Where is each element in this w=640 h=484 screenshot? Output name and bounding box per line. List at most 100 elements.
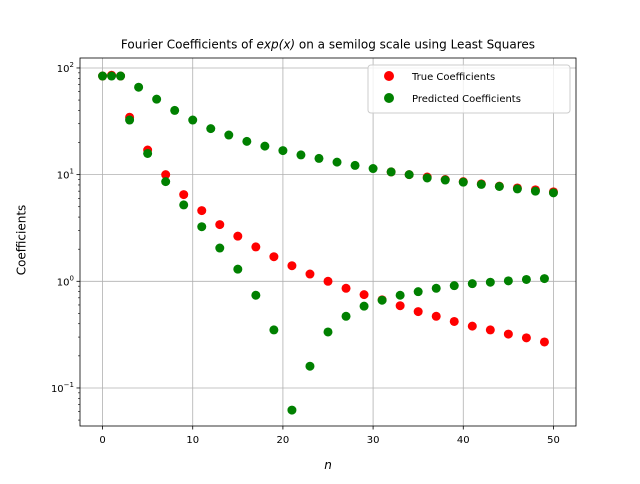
predicted-coefficient-point xyxy=(377,295,387,305)
legend-label-predicted: Predicted Coefficients xyxy=(412,94,521,105)
true-coefficient-point xyxy=(233,231,243,241)
plot-frame xyxy=(79,57,577,427)
true-coefficient-point xyxy=(269,252,279,262)
y-axis-label: Coefficients xyxy=(15,205,29,276)
predicted-coefficient-point xyxy=(170,105,180,115)
true-coefficient-point xyxy=(359,290,369,300)
predicted-coefficient-point xyxy=(548,188,558,198)
predicted-coefficient-point xyxy=(512,184,522,194)
predicted-coefficient-point xyxy=(341,311,351,321)
predicted-coefficient-point xyxy=(494,181,504,191)
predicted-coefficient-point xyxy=(386,167,396,177)
predicted-coefficient-point xyxy=(458,177,468,187)
predicted-coefficient-point xyxy=(350,160,360,170)
chart-title: Fourier Coefficients of exp(x) on a semi… xyxy=(121,38,535,52)
predicted-coefficient-point xyxy=(296,150,306,160)
axes-layer xyxy=(79,57,577,427)
chart-title-prefix: Fourier Coefficients of xyxy=(121,38,257,52)
predicted-coefficient-point xyxy=(224,130,234,140)
predicted-coefficient-point xyxy=(431,283,441,293)
predicted-coefficient-point xyxy=(413,287,423,297)
legend-label-true: True Coefficients xyxy=(411,72,495,83)
predicted-coefficient-point xyxy=(440,175,450,185)
predicted-coefficient-point xyxy=(368,164,378,174)
true-coefficient-point xyxy=(305,269,315,279)
x-tick-label: 10 xyxy=(186,435,199,446)
true-coefficient-point xyxy=(467,321,477,331)
true-coefficient-point xyxy=(251,242,261,252)
x-tick-label: 30 xyxy=(367,435,380,446)
points-layer xyxy=(98,70,558,415)
true-coefficient-point xyxy=(521,333,531,343)
predicted-coefficient-point xyxy=(125,115,135,125)
predicted-coefficient-point xyxy=(323,327,333,337)
true-coefficient-point xyxy=(323,276,333,286)
true-coefficient-point xyxy=(341,283,351,293)
predicted-coefficient-point xyxy=(485,277,495,287)
predicted-coefficient-point xyxy=(134,82,144,92)
predicted-coefficient-point xyxy=(215,243,225,253)
predicted-coefficient-point xyxy=(206,124,216,134)
legend-marker-predicted xyxy=(384,93,394,103)
predicted-coefficient-point xyxy=(467,279,477,289)
true-coefficient-point xyxy=(539,337,549,347)
true-coefficient-point xyxy=(449,316,459,326)
predicted-coefficient-point xyxy=(161,177,171,187)
predicted-coefficient-point xyxy=(503,276,513,286)
predicted-coefficient-point xyxy=(98,71,108,81)
y-tick-label: 100 xyxy=(57,274,74,288)
ticks-layer: 0 10 20 30 40 50 10−1 100 101 102 xyxy=(51,61,560,446)
predicted-coefficient-point xyxy=(242,136,252,146)
true-coefficient-point xyxy=(215,220,225,230)
legend: True Coefficients Predicted Coefficients xyxy=(367,64,571,114)
true-coefficient-point xyxy=(197,206,207,216)
y-tick-label: 102 xyxy=(57,61,74,75)
predicted-coefficient-point xyxy=(521,274,531,284)
true-coefficient-point xyxy=(413,307,423,317)
predicted-coefficient-point xyxy=(143,148,153,158)
x-tick-label: 0 xyxy=(99,435,105,446)
predicted-coefficient-point xyxy=(260,141,270,151)
predicted-coefficient-point xyxy=(278,146,288,156)
predicted-coefficient-point xyxy=(287,405,297,415)
chart-title-math: exp(x) xyxy=(257,38,296,52)
predicted-coefficient-point xyxy=(233,264,243,274)
predicted-coefficient-point xyxy=(359,301,369,311)
predicted-coefficient-point xyxy=(530,186,540,196)
predicted-coefficient-point xyxy=(188,115,198,125)
legend-marker-true xyxy=(384,71,394,81)
true-coefficient-point xyxy=(161,170,171,180)
x-tick-label: 20 xyxy=(277,435,290,446)
predicted-coefficient-point xyxy=(107,71,117,81)
predicted-coefficient-point xyxy=(332,157,342,167)
true-coefficient-point xyxy=(503,329,513,339)
predicted-coefficient-point xyxy=(314,153,324,163)
true-coefficient-point xyxy=(395,301,405,311)
legend-frame xyxy=(367,64,571,114)
predicted-coefficient-point xyxy=(197,222,207,232)
true-coefficient-point xyxy=(179,190,189,200)
predicted-coefficient-point xyxy=(179,200,189,210)
predicted-coefficient-point xyxy=(251,290,261,300)
x-tick-label: 40 xyxy=(457,435,470,446)
predicted-coefficient-point xyxy=(305,361,315,371)
x-axis-label: n xyxy=(324,458,332,472)
predicted-coefficient-point xyxy=(269,325,279,335)
predicted-coefficient-point xyxy=(476,179,486,189)
y-tick-label: 10−1 xyxy=(51,381,74,395)
true-coefficient-point xyxy=(485,325,495,335)
chart-title-suffix: on a semilog scale using Least Squares xyxy=(295,38,535,52)
true-coefficient-point xyxy=(431,311,441,321)
predicted-coefficient-point xyxy=(422,173,432,183)
true-coefficient-point xyxy=(287,261,297,271)
predicted-coefficient-point xyxy=(404,170,414,180)
x-tick-label: 50 xyxy=(547,435,560,446)
predicted-coefficient-point xyxy=(449,281,459,291)
y-tick-label: 101 xyxy=(57,168,74,182)
predicted-coefficient-point xyxy=(116,71,126,81)
predicted-coefficient-point xyxy=(539,274,549,284)
predicted-coefficient-point xyxy=(152,94,162,104)
predicted-coefficient-point xyxy=(395,290,405,300)
